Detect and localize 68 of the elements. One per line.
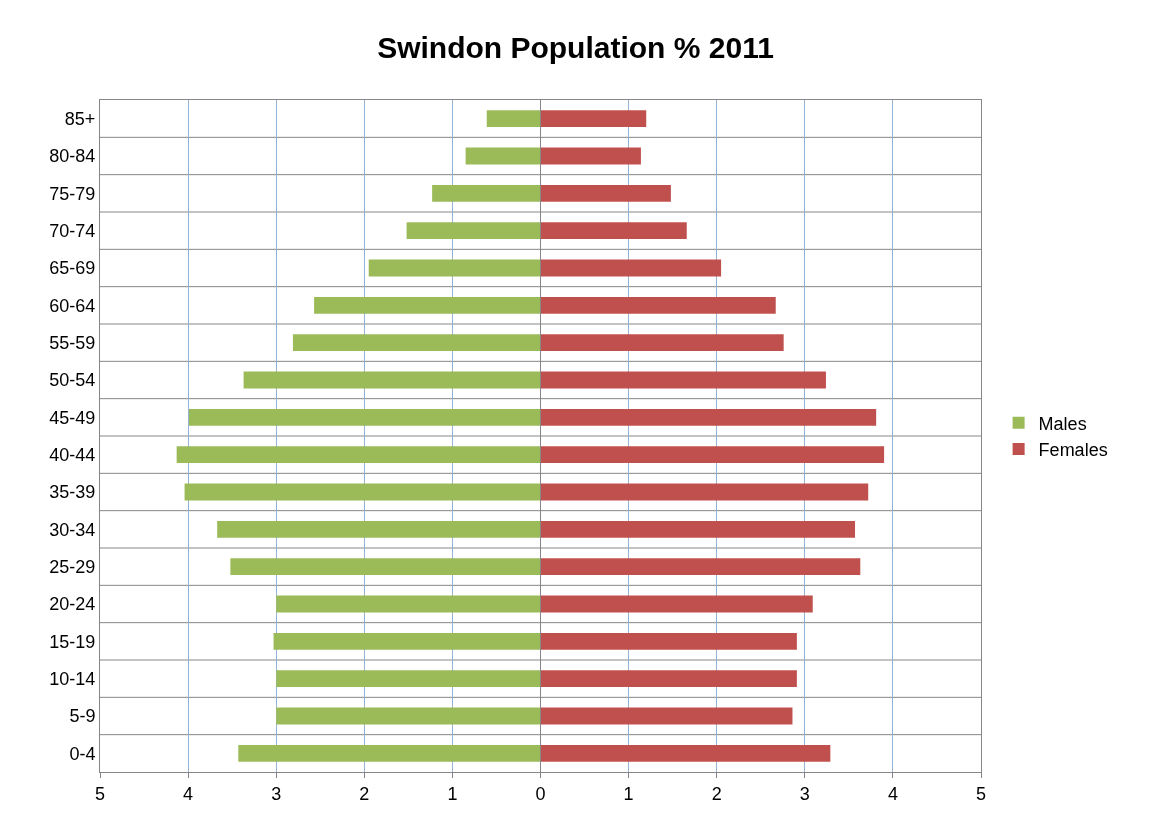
- bar: [540, 147, 641, 165]
- x-tick-label: 2: [711, 783, 722, 804]
- bar: [486, 110, 541, 128]
- y-tick-label: 80-84: [49, 146, 96, 167]
- y-tick-label: 85+: [64, 108, 96, 129]
- bar: [540, 483, 869, 501]
- bar: [176, 446, 541, 464]
- legend-label: Females: [1038, 440, 1108, 461]
- bar: [273, 632, 541, 650]
- x-tick-label: 5: [975, 783, 987, 804]
- x-tick-label: 1: [623, 783, 634, 804]
- bar: [230, 558, 541, 576]
- bar: [540, 446, 885, 464]
- bar: [188, 408, 541, 426]
- bar: [540, 222, 687, 240]
- y-tick-label: 55-59: [49, 332, 96, 353]
- bar: [540, 670, 797, 688]
- bar: [314, 296, 541, 314]
- y-tick-label: 50-54: [49, 370, 96, 391]
- bar: [238, 744, 541, 762]
- y-tick-label: 0-4: [69, 743, 96, 764]
- y-tick-label: 20-24: [49, 594, 96, 615]
- bar: [368, 259, 541, 277]
- x-tick-label: 4: [183, 783, 194, 804]
- x-tick-label: 3: [799, 783, 810, 804]
- bar: [432, 184, 541, 202]
- bar: [540, 744, 831, 762]
- y-tick-label: 5-9: [69, 706, 96, 727]
- bar: [243, 371, 541, 389]
- x-tick-label: 0: [535, 783, 546, 804]
- x-tick-label: 5: [94, 783, 106, 804]
- bar: [292, 334, 541, 352]
- y-tick-label: 60-64: [49, 295, 96, 316]
- bar: [540, 371, 826, 389]
- bar: [406, 222, 541, 240]
- legend-label: Males: [1038, 413, 1087, 434]
- x-tick-label: 1: [447, 783, 458, 804]
- x-tick-label: 2: [359, 783, 370, 804]
- bar: [540, 408, 877, 426]
- bar: [540, 595, 813, 613]
- chart-title: Swindon Population % 2011: [377, 30, 774, 64]
- y-tick-label: 40-44: [49, 444, 96, 465]
- y-tick-label: 10-14: [49, 668, 96, 689]
- bar: [540, 259, 722, 277]
- x-tick-label: 3: [271, 783, 282, 804]
- bar: [540, 110, 647, 128]
- y-tick-label: 15-19: [49, 631, 96, 652]
- y-tick-label: 45-49: [49, 407, 96, 428]
- bar: [276, 707, 541, 725]
- bar: [276, 670, 541, 688]
- bar: [276, 595, 541, 613]
- bar: [540, 632, 797, 650]
- bar: [184, 483, 541, 501]
- bar: [540, 334, 784, 352]
- y-tick-label: 35-39: [49, 482, 96, 503]
- bar: [217, 520, 541, 538]
- y-tick-label: 25-29: [49, 556, 96, 577]
- y-tick-label: 30-34: [49, 519, 96, 540]
- y-tick-label: 75-79: [49, 183, 96, 204]
- y-tick-label: 70-74: [49, 220, 96, 241]
- bar: [540, 707, 793, 725]
- bar: [540, 296, 776, 314]
- bar: [540, 558, 861, 576]
- bar: [540, 520, 856, 538]
- x-tick-label: 4: [887, 783, 898, 804]
- bar: [465, 147, 541, 165]
- y-tick-label: 65-69: [49, 258, 96, 279]
- bar: [540, 184, 671, 202]
